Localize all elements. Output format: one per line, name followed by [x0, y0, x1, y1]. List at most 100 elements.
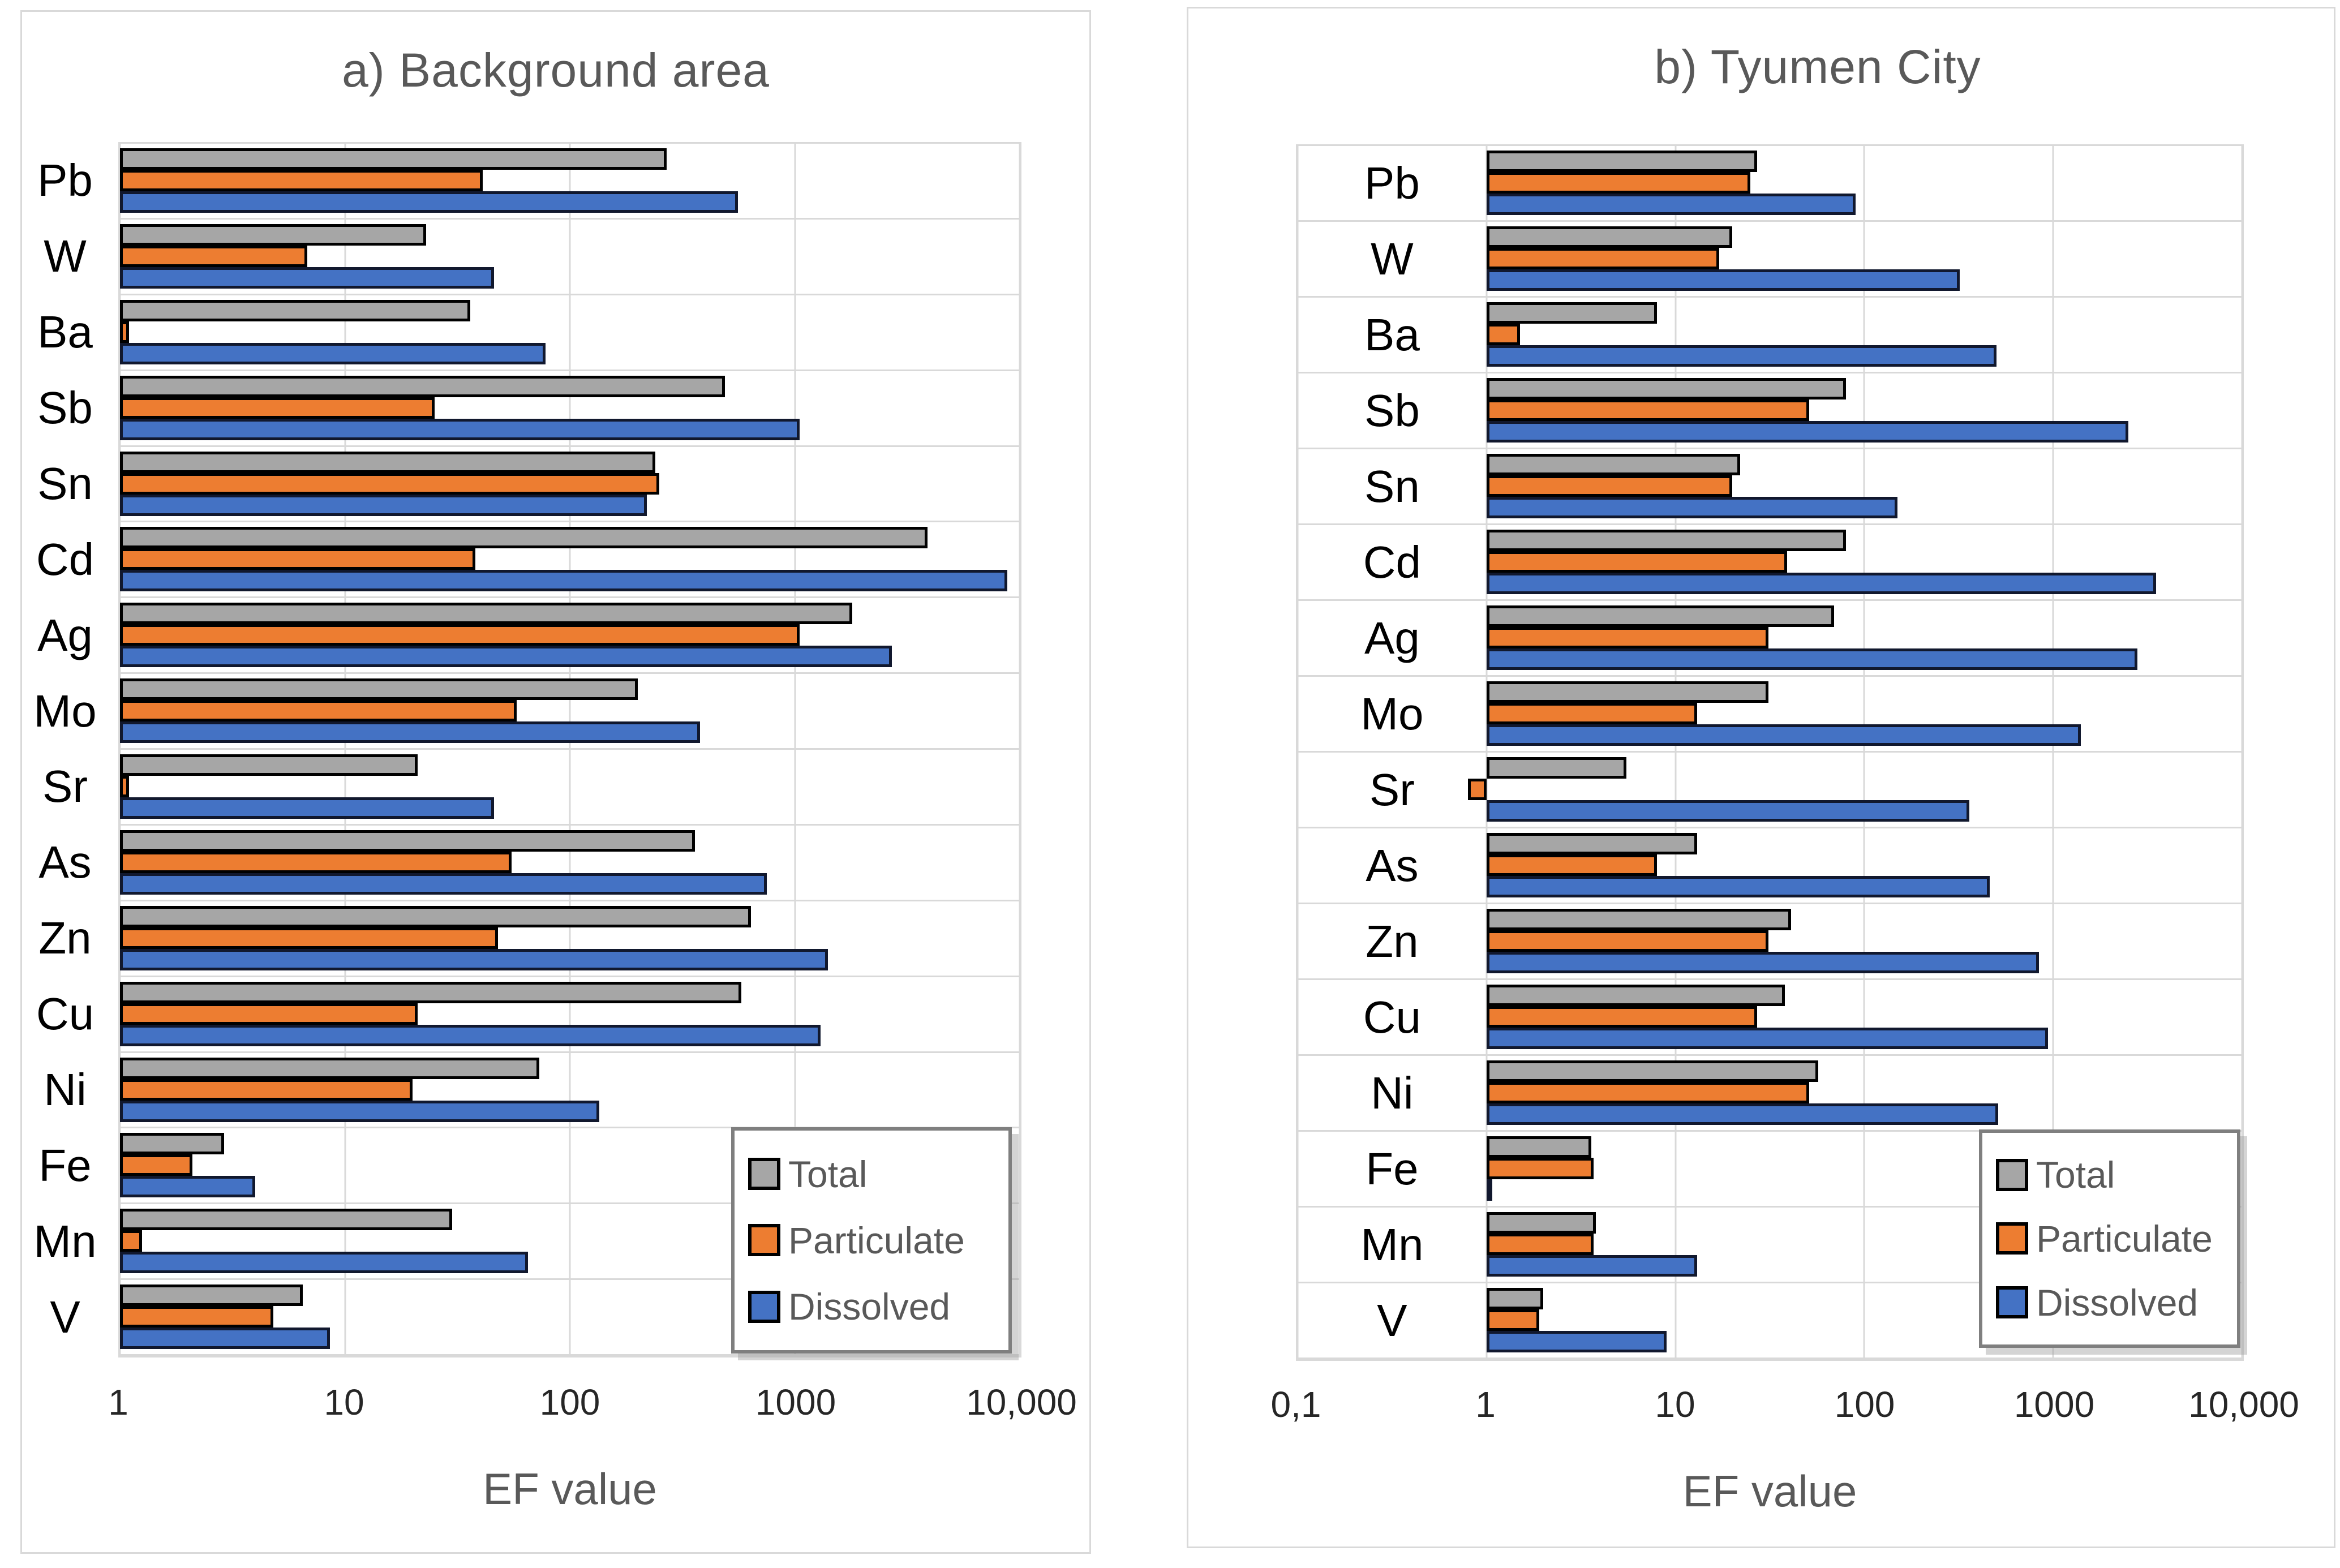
- category-band: Sr: [1298, 753, 2242, 828]
- chart-title: b) Tyumen City: [1654, 40, 1981, 93]
- category-band: Pb: [37, 144, 1020, 220]
- category-label: Sn: [37, 458, 93, 509]
- category-band: Cu: [36, 977, 1020, 1053]
- bar-total: [120, 451, 656, 473]
- bar-particulate: [120, 548, 475, 570]
- category-band: Sb: [37, 371, 1020, 447]
- category-band: W: [44, 220, 1020, 295]
- bar-total: [120, 678, 638, 701]
- bar-particulate: [120, 700, 517, 722]
- chart-card-background-area: a) Background area Pb W Ba Sb Sn Cd Ag Mo Sr As Zn…: [20, 10, 1091, 1554]
- legend-item: Dissolved: [748, 1285, 995, 1328]
- category-label: Fe: [1366, 1143, 1419, 1194]
- category-band: Sr: [42, 750, 1020, 826]
- bar-dissolved: [1486, 800, 1970, 822]
- category-label: Sr: [1369, 764, 1415, 815]
- gridline: [1296, 146, 1299, 1359]
- legend-label: Total: [2036, 1154, 2115, 1196]
- x-axis-title: EF value: [1682, 1466, 1857, 1516]
- category-label: Sb: [1364, 385, 1420, 436]
- chart-card-tyumen-city: b) Tyumen City Pb W Ba Sb Sn Cd Ag Mo Sr As Zn Cu Ni…: [1187, 7, 2335, 1548]
- gridline: [1019, 144, 1021, 1356]
- bar-particulate: [120, 1306, 273, 1328]
- category-label: Pb: [1364, 157, 1420, 208]
- chart-title: a) Background area: [342, 44, 770, 97]
- plot-area: Pb W Ba Sb Sn Cd Ag Mo Sr As Zn Cu Ni Fe Mn V Total Parti…: [33, 142, 1021, 1357]
- bar-total: [1486, 605, 1834, 627]
- category-band: Zn: [38, 901, 1020, 977]
- bar-particulate: [1486, 1234, 1594, 1255]
- category-label: Fe: [38, 1140, 92, 1191]
- legend-item: Particulate: [1996, 1217, 2223, 1260]
- bar-dissolved: [1486, 1255, 1697, 1277]
- bar-particulate: [1486, 172, 1751, 194]
- category-band: Fe: [1298, 1132, 2242, 1208]
- bar-dissolved: [120, 646, 892, 668]
- legend: Total Particulate Dissolved: [1979, 1129, 2240, 1348]
- category-band: Ni: [44, 1053, 1020, 1129]
- category-band: Mn: [1298, 1208, 2242, 1283]
- bar-particulate: [120, 776, 130, 797]
- bar-dissolved: [120, 797, 494, 819]
- bar-dissolved: [120, 342, 546, 364]
- legend-item: Particulate: [748, 1219, 995, 1262]
- bar-dissolved: [120, 191, 739, 213]
- category-band: Sn: [1298, 449, 2242, 525]
- gridline: [569, 144, 571, 1356]
- category-label: V: [50, 1291, 80, 1342]
- legend-label: Total: [788, 1153, 868, 1195]
- bar-total: [1486, 1288, 1544, 1309]
- bar-dissolved: [120, 1024, 821, 1046]
- x-axis-title: EF value: [483, 1464, 657, 1514]
- category-band: Ba: [1298, 298, 2242, 373]
- category-label: Cu: [36, 989, 95, 1039]
- category-band: As: [38, 826, 1020, 901]
- category-band: Cd: [36, 522, 1020, 599]
- category-label: Ag: [37, 609, 93, 660]
- bar-dissolved: [120, 1100, 599, 1122]
- bar-particulate: [120, 321, 130, 343]
- bar-particulate: [120, 1154, 193, 1176]
- x-axis-ticks: 0,1 1 10 100 1000 10,000: [1271, 1384, 2299, 1434]
- bar-total: [1486, 530, 1847, 551]
- bar-total: [1486, 454, 1740, 475]
- bar-total: [120, 375, 725, 397]
- bar-particulate: [120, 1230, 142, 1252]
- category-band: W: [1298, 222, 2242, 298]
- x-axis-ticks: 1 10 100 1000 10,000: [108, 1381, 1077, 1432]
- bar-dissolved: [120, 948, 828, 970]
- category-label: Mo: [33, 685, 97, 736]
- bar-particulate: [1486, 854, 1658, 876]
- legend: Total Particulate Dissolved: [731, 1127, 1012, 1354]
- x-tick-label: 1: [108, 1382, 128, 1423]
- category-band: As: [1298, 828, 2242, 904]
- bar-total: [1486, 681, 1768, 703]
- bar-total: [120, 1285, 303, 1307]
- category-label: Cd: [1363, 536, 1422, 587]
- bar-dissolved: [1486, 269, 1960, 291]
- bar-total: [1486, 1060, 1818, 1082]
- category-band: Cd: [1298, 525, 2242, 601]
- category-band: V: [1298, 1283, 2242, 1359]
- category-label: Sn: [1364, 461, 1420, 512]
- category-band: Mo: [1298, 677, 2242, 753]
- category-label: Ba: [1364, 309, 1420, 360]
- category-label: Mn: [1360, 1219, 1424, 1270]
- category-band: Sn: [37, 447, 1020, 523]
- category-band: Pb: [1298, 146, 2242, 222]
- gridline: [1485, 146, 1488, 1359]
- bar-total: [1486, 226, 1733, 248]
- bar-total: [1486, 302, 1658, 324]
- bar-particulate: [120, 170, 483, 191]
- bar-particulate: [120, 472, 660, 495]
- gridline: [1863, 146, 1865, 1359]
- bar-particulate: [1468, 779, 1487, 800]
- category-label: Zn: [38, 913, 92, 964]
- gridline: [119, 144, 121, 1356]
- bar-total: [1486, 1136, 1592, 1158]
- bar-particulate: [120, 1079, 413, 1101]
- x-tick-label: 100: [539, 1382, 600, 1423]
- bar-dissolved: [1486, 876, 1990, 897]
- bar-total: [120, 603, 852, 625]
